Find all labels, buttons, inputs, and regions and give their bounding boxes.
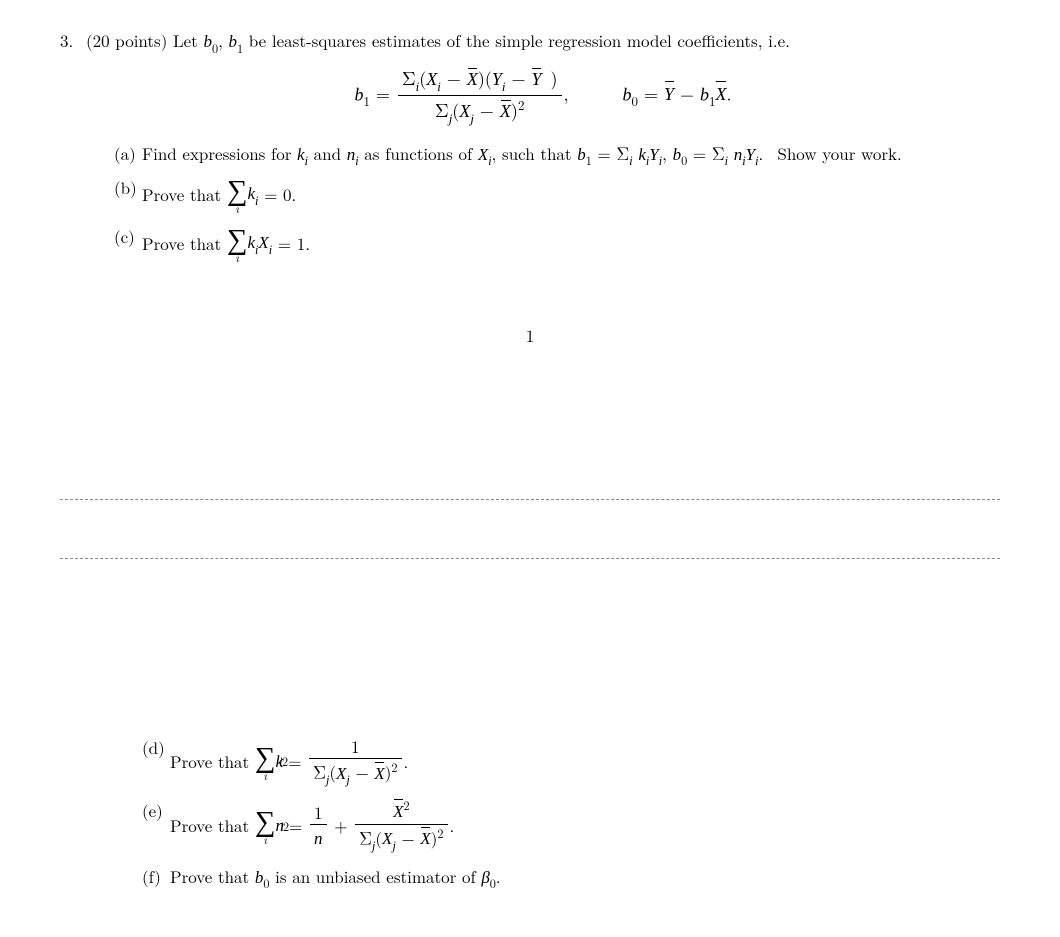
page-number: 1 — [60, 323, 1000, 349]
equation-b1-b0: b1 = Σi(Xi − X)(Yi − Y ) Σj(Xj − X)2 , b… — [86, 66, 1000, 127]
part-b: (b) Prove that ∑iki = 0. — [114, 175, 1000, 214]
spacer — [60, 559, 1000, 729]
problem-points: (20 points) — [86, 28, 167, 52]
part-e-label: (e) — [142, 798, 170, 824]
part-f-text: Prove that b0 is an unbiased estimator o… — [170, 864, 1000, 892]
part-a: (a) Find expressions for ki and ni as fu… — [114, 141, 1000, 170]
part-e: (e) Prove that ∑in2i = 1 n + X2 Σj(Xj − … — [142, 798, 1000, 854]
problem-intro: Let b0, b1 be least-squares estimates of… — [173, 28, 790, 52]
part-d: (d) Prove that ∑ik2i = 1 Σj(Xj − X)2 . — [142, 735, 1000, 788]
subparts-bottom: (d) Prove that ∑ik2i = 1 Σj(Xj − X)2 . (… — [142, 735, 1000, 891]
part-d-label: (d) — [142, 735, 170, 761]
part-a-label: (a) — [114, 141, 142, 167]
subparts-top: (a) Find expressions for ki and ni as fu… — [114, 141, 1000, 264]
part-d-text: Prove that ∑ik2i = 1 Σj(Xj − X)2 . — [170, 735, 1000, 788]
problem-number: 3. — [60, 28, 82, 54]
spacer — [60, 399, 1000, 499]
part-a-text: Find expressions for ki and ni as functi… — [142, 141, 1000, 170]
part-c-label: (c) — [114, 224, 142, 250]
part-c: (c) Prove that ∑ikiXi = 1. — [114, 224, 1000, 263]
part-b-label: (b) — [114, 175, 142, 201]
part-f-label: (f) — [142, 864, 170, 890]
part-c-text: Prove that ∑ikiXi = 1. — [142, 224, 1000, 263]
spacer — [60, 500, 1000, 558]
part-f: (f) Prove that b0 is an unbiased estimat… — [142, 864, 1000, 892]
problem-3: 3. (20 points) Let b0, b1 be least-squar… — [60, 28, 1000, 273]
part-b-text: Prove that ∑iki = 0. — [142, 175, 1000, 214]
part-e-text: Prove that ∑in2i = 1 n + X2 Σj(Xj − X)2 … — [170, 798, 1000, 854]
problem-body: (20 points) Let b0, b1 be least-squares … — [86, 28, 1000, 273]
